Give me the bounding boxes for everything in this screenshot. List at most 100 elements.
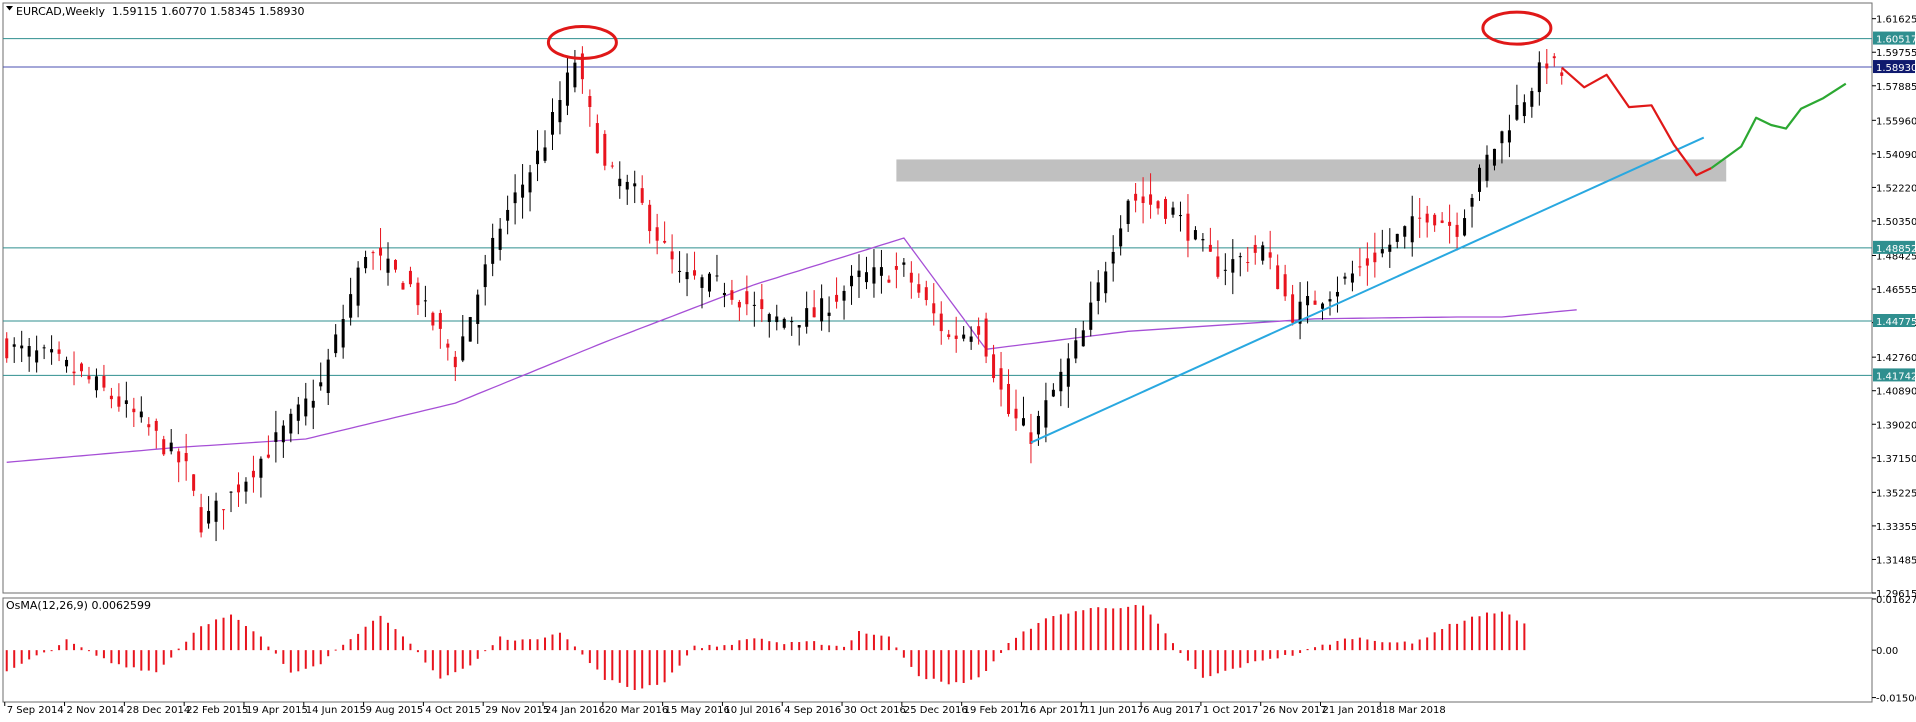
osma-tick-label: 0.00 <box>1876 646 1898 657</box>
candle-body <box>491 237 495 264</box>
candle-body <box>536 150 540 165</box>
candle-body <box>453 356 457 368</box>
osma-bar <box>1388 642 1391 651</box>
candle-body <box>1007 383 1011 415</box>
osma-bar <box>626 650 629 687</box>
osma-bar <box>252 631 255 651</box>
osma-bar <box>1074 611 1077 651</box>
osma-bar <box>902 650 905 658</box>
osma-bar <box>319 650 322 665</box>
osma-bar <box>895 647 898 651</box>
candle-body <box>356 267 360 306</box>
osma-bar <box>588 650 591 664</box>
osma-bar <box>379 615 382 651</box>
price-level-tag-label: 1.41742 <box>1876 371 1916 382</box>
osma-bar <box>1000 650 1003 653</box>
candle-body <box>1029 432 1033 444</box>
osma-bar <box>50 650 53 652</box>
osma-bar <box>424 650 427 663</box>
osma-bar <box>506 639 509 651</box>
osma-bar <box>43 650 46 653</box>
candle-body <box>805 308 809 327</box>
osma-bar <box>1089 608 1092 651</box>
candle-body <box>50 349 54 353</box>
time-tick-label: 6 Aug 2017 <box>1143 705 1201 716</box>
osma-bar <box>491 645 494 651</box>
candle-body <box>1485 154 1489 181</box>
candle-body <box>1403 226 1407 237</box>
osma-bar <box>1216 650 1219 674</box>
candle-body <box>827 312 831 316</box>
osma-bar <box>185 641 188 651</box>
osma-bar <box>162 650 165 665</box>
osma-bar <box>887 636 890 651</box>
osma-bar <box>1022 631 1025 651</box>
time-tick-label: 4 Oct 2015 <box>425 705 480 716</box>
candle-body <box>573 62 577 88</box>
osma-bar <box>1381 642 1384 651</box>
osma-bar <box>155 650 158 673</box>
osma-bar <box>1142 605 1145 651</box>
candle-body <box>401 282 405 290</box>
candle-body <box>1560 72 1564 76</box>
candle-body <box>962 334 966 339</box>
osma-bar <box>439 650 442 679</box>
projection-red-path <box>1560 66 1712 177</box>
osma-bar <box>775 642 778 651</box>
osma-bar <box>858 631 861 651</box>
osma-bar <box>843 646 846 651</box>
osma-bar <box>140 650 143 671</box>
time-tick-label: 24 Jan 2016 <box>545 705 605 716</box>
candle-body <box>364 256 368 269</box>
osma-bar <box>678 650 681 666</box>
candle-body <box>65 359 69 367</box>
osma-bar <box>372 620 375 651</box>
price-level-tag-label: 1.44775 <box>1876 317 1916 328</box>
osma-bar <box>1411 643 1414 651</box>
osma-bar <box>1059 614 1062 651</box>
osma-bar <box>1373 640 1376 651</box>
osma-bar <box>461 650 464 669</box>
osma-bar <box>760 638 763 651</box>
osma-bar <box>745 639 748 651</box>
osma-bar <box>1463 620 1466 651</box>
osma-bar <box>1515 620 1518 651</box>
candle-body <box>154 420 158 431</box>
candle-body <box>79 363 83 372</box>
candle-body <box>94 376 98 391</box>
osma-bar <box>872 634 875 651</box>
osma-bar <box>611 650 614 681</box>
indicator-header: OsMA(12,26,9) 0.0062599 <box>6 599 151 612</box>
osma-bar <box>431 650 434 671</box>
osma-panel-frame <box>2 597 1873 703</box>
candle-body <box>887 279 891 283</box>
price-tick-label: 1.57885 <box>1876 82 1916 93</box>
osma-bar <box>267 646 270 651</box>
osma-bar <box>304 650 307 669</box>
chart-menu-triangle-icon <box>6 6 13 11</box>
candle-body <box>1433 214 1437 226</box>
osma-bar <box>1007 642 1010 651</box>
time-tick-label: 14 Jun 2015 <box>306 705 366 716</box>
candle-body <box>737 301 741 308</box>
osma-bar <box>65 639 68 651</box>
candle-body <box>685 272 689 280</box>
candle-body <box>1395 233 1399 242</box>
candle-body <box>1186 213 1190 241</box>
price-panel-frame <box>2 2 1873 594</box>
osma-bar <box>648 650 651 686</box>
osma-bar <box>1403 641 1406 651</box>
time-tick-label: 28 Dec 2014 <box>126 705 190 716</box>
candle-body <box>1350 273 1354 283</box>
osma-bar <box>1485 612 1488 651</box>
osma-bar <box>618 650 621 683</box>
candle-body <box>251 470 255 478</box>
candle-body <box>693 270 697 276</box>
osma-bar <box>686 650 689 656</box>
osma-bar <box>387 622 390 651</box>
candle-body <box>476 294 480 324</box>
candle-body <box>1500 131 1504 144</box>
candle-body <box>222 509 226 511</box>
candle-body <box>1201 238 1205 241</box>
